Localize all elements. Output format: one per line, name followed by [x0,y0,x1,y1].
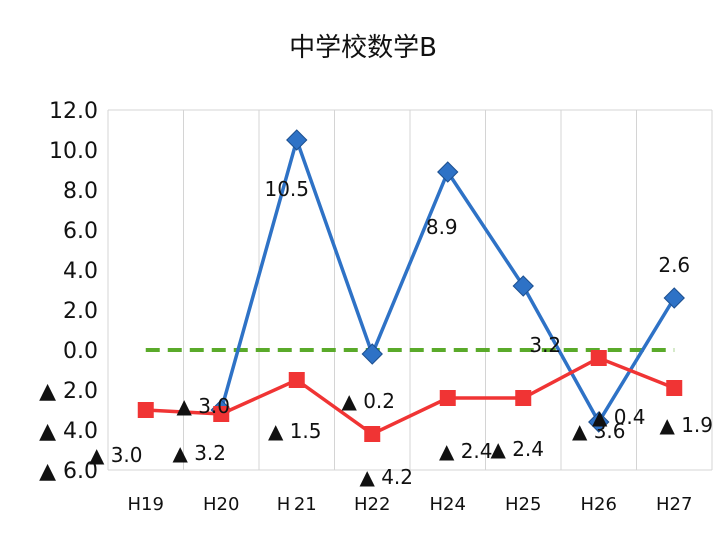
series-1-data-label: ▲ 3.6 [572,419,626,443]
series-1-diamond-marker [361,343,383,365]
x-tick-label: H24 [430,494,466,515]
series-2-line [145,356,675,437]
y-axis-tick-labels: ▲ 6.0 ▲ 4.0 ▲ 2.0 0.0 2.0 4.0 6.0 8.0 10.0 12.0 [39,99,98,484]
series-2-square-marker [364,426,381,442]
y-tick-label: ▲ 2.0 [39,379,98,404]
series-lines [137,129,685,442]
series-2-data-label: ▲ 1.5 [268,419,322,443]
y-tick-label: 10.0 [49,139,98,164]
y-tick-label: 8.0 [63,179,98,204]
x-tick-label: H26 [581,494,617,515]
series-2-data-label: ▲ 4.2 [359,465,413,489]
y-tick-label: 2.0 [63,299,98,324]
series-1-diamond-marker [286,129,308,151]
y-tick-label: ▲ 4.0 [39,419,98,444]
chart-title: 中学校数学B [289,33,437,63]
x-tick-label: H27 [656,494,692,515]
y-tick-label: 6.0 [63,219,98,244]
series-1-diamond-marker [512,275,534,297]
y-tick-label: ▲ 6.0 [39,459,98,484]
series-1-data-label: ▲ 0.2 [341,389,395,413]
series-2-data-label: ▲ 1.9 [659,413,713,437]
series-1-data-label: ▲ 3.0 [176,394,230,418]
data-labels: ▲ 3.0 10.5 ▲ 0.2 8.9 3.2 ▲ 3.6 2.6 ▲ 3.0 ▲ 3.2 ▲ … [89,177,713,489]
series-2-data-label: ▲ 3.2 [172,441,226,465]
x-axis-tick-labels: H19 H20 H 21 H22 H24 H25 H26 H27 [128,494,693,515]
series-2-square-marker [439,390,456,406]
series-2-data-label: ▲ 3.0 [89,443,143,467]
series-1-data-label: 2.6 [658,253,690,277]
series-2-square-marker [515,390,532,406]
x-tick-label: H 21 [277,494,317,515]
y-tick-label: 12.0 [49,99,98,124]
series-2-square-marker [590,350,607,366]
x-tick-label: H22 [354,494,390,515]
series-2-data-label: ▲ 2.4 [439,439,493,463]
series-2-square-marker [137,402,154,418]
series-1-diamond-marker [437,161,459,183]
x-tick-label: H20 [203,494,239,515]
series-1-diamond-marker [588,411,610,433]
series-2-data-label: ▲ 0.4 [592,405,646,429]
series-1-data-label: 8.9 [426,215,458,239]
y-tick-label: 0.0 [63,339,98,364]
gridlines [107,109,713,471]
series-1-diamond-marker [663,287,685,309]
series-1-data-label: 10.5 [264,177,309,201]
series-2-square-marker [288,372,305,388]
x-tick-label: H19 [128,494,164,515]
series-2-square-marker [213,406,230,422]
x-tick-label: H25 [505,494,541,515]
series-1-data-label: 3.2 [529,333,561,357]
series-2-square-marker [666,380,683,396]
y-tick-label: 4.0 [63,259,98,284]
series-2-data-label: ▲ 2.4 [490,437,544,461]
